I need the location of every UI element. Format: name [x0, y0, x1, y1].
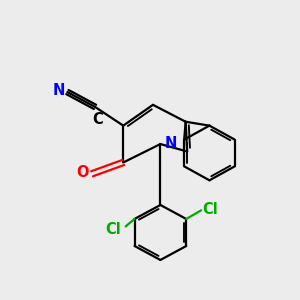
Text: Cl: Cl: [105, 222, 121, 237]
Text: N: N: [52, 83, 65, 98]
Text: N: N: [165, 136, 177, 151]
Text: Cl: Cl: [202, 202, 218, 217]
Text: C: C: [93, 112, 104, 127]
Text: O: O: [76, 165, 88, 180]
